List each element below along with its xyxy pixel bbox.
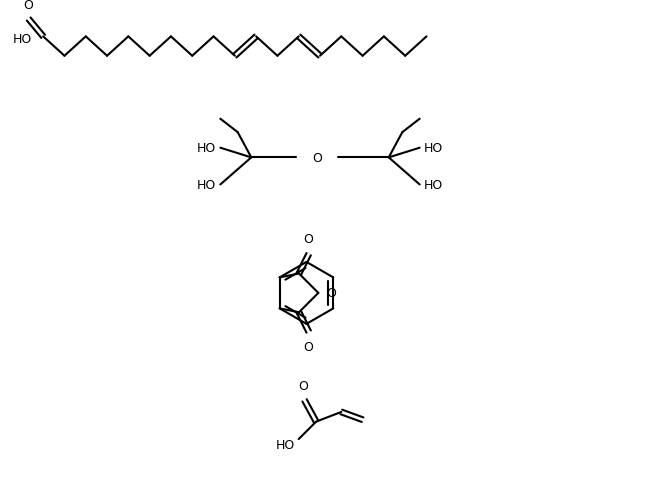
Text: O: O [304, 341, 314, 354]
Text: O: O [24, 0, 33, 12]
Text: HO: HO [197, 179, 216, 191]
Text: O: O [312, 152, 322, 164]
Text: HO: HO [197, 142, 216, 155]
Text: HO: HO [424, 179, 443, 191]
Text: HO: HO [276, 438, 295, 451]
Text: O: O [298, 379, 308, 392]
Text: O: O [304, 233, 314, 246]
Text: HO: HO [12, 33, 31, 46]
Text: HO: HO [424, 142, 443, 155]
Text: O: O [326, 287, 336, 300]
